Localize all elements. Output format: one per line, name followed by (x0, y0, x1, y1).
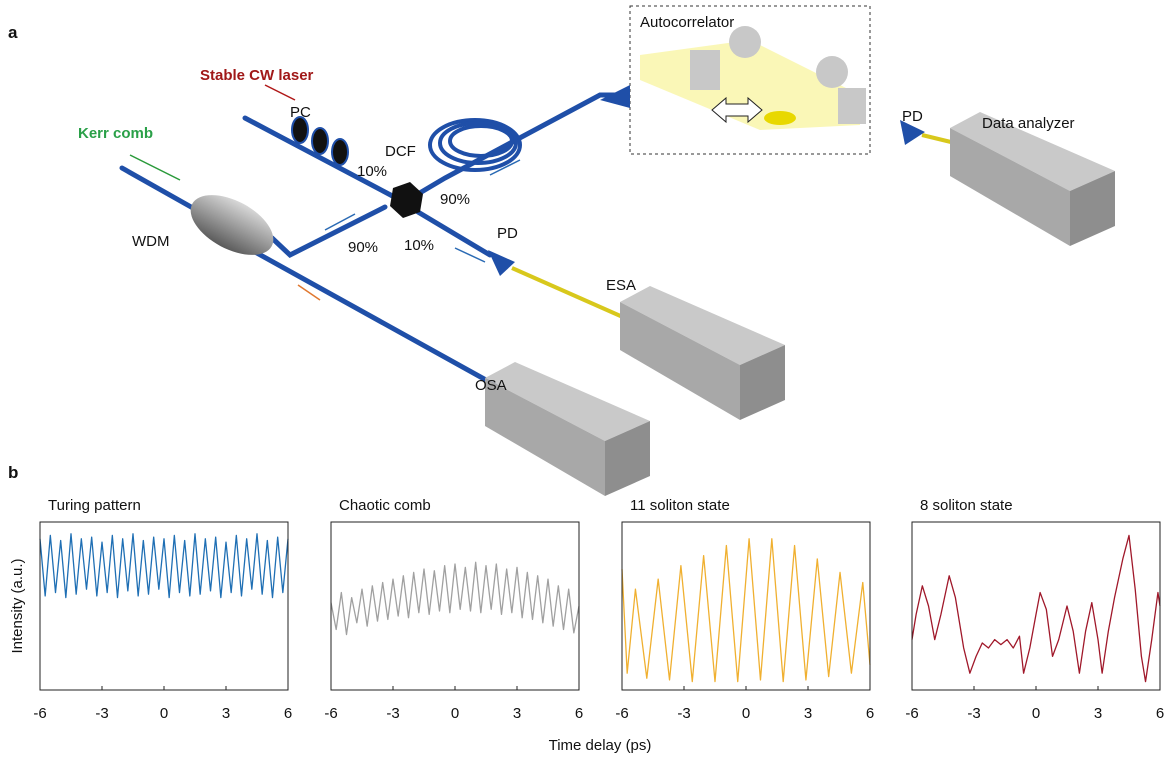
plot-frame (331, 522, 579, 690)
plot-frame (40, 522, 288, 690)
label: Kerr comb (78, 125, 153, 142)
mirror (816, 56, 848, 88)
optic (838, 88, 866, 124)
chart-title: Turing pattern (48, 497, 141, 514)
osa-box (485, 362, 650, 496)
label: PD (902, 108, 923, 125)
x-axis-label: Time delay (ps) (549, 737, 652, 754)
x-tick-label: 6 (1156, 705, 1164, 722)
x-tick-label: 6 (866, 705, 874, 722)
x-tick-label: -3 (967, 705, 980, 722)
data-analyzer-box (950, 112, 1115, 246)
x-tick-label: -6 (33, 705, 46, 722)
label: Autocorrelator (640, 14, 734, 31)
label: ESA (606, 277, 636, 294)
x-tick-label: 3 (222, 705, 230, 722)
x-tick-label: 6 (284, 705, 292, 722)
data-line (912, 535, 1160, 681)
optic (690, 50, 720, 90)
esa-box (620, 286, 785, 420)
label: Data analyzer (982, 115, 1075, 132)
plot-frame (912, 522, 1160, 690)
label: 10% (357, 163, 387, 180)
fiber (255, 252, 495, 385)
photodiode (488, 250, 515, 276)
x-tick-label: 0 (451, 705, 459, 722)
figure: a Stable CW laser PC Kerr comb DCF 10% 9… (0, 0, 1167, 761)
label: PD (497, 225, 518, 242)
x-tick-label: 3 (513, 705, 521, 722)
x-tick-label: -3 (386, 705, 399, 722)
arrow (265, 85, 295, 100)
x-tick-label: -6 (324, 705, 337, 722)
setup-diagram: a Stable CW laser PC Kerr comb DCF 10% 9… (8, 6, 1115, 496)
x-tick-label: 3 (1094, 705, 1102, 722)
plot-frame (622, 522, 870, 690)
chart-title: 11 soliton state (630, 497, 730, 514)
label: DCF (385, 143, 416, 160)
x-tick-label: -6 (905, 705, 918, 722)
x-tick-label: 0 (742, 705, 750, 722)
crystal (764, 111, 796, 125)
data-line (331, 562, 579, 634)
label: WDM (132, 233, 170, 250)
fiber (122, 168, 200, 212)
x-tick-label: 6 (575, 705, 583, 722)
y-axis-label: Intensity (a.u.) (9, 558, 26, 653)
label: 90% (348, 239, 378, 256)
label: OSA (475, 377, 507, 394)
label: 90% (440, 191, 470, 208)
label: PC (290, 104, 311, 121)
panel-label: b (8, 463, 18, 482)
x-tick-label: 0 (1032, 705, 1040, 722)
label: Stable CW laser (200, 67, 314, 84)
chart-title: Chaotic comb (339, 497, 431, 514)
data-line (622, 539, 870, 682)
chart-title: 8 soliton state (920, 497, 1013, 514)
label: 10% (404, 237, 434, 254)
panel-label: a (8, 23, 18, 42)
x-tick-label: -3 (677, 705, 690, 722)
x-tick-label: 0 (160, 705, 168, 722)
x-tick-label: -6 (615, 705, 628, 722)
x-tick-label: 3 (804, 705, 812, 722)
wdm (181, 183, 283, 268)
x-tick-label: -3 (95, 705, 108, 722)
data-line (40, 534, 288, 598)
coupler (390, 182, 423, 218)
